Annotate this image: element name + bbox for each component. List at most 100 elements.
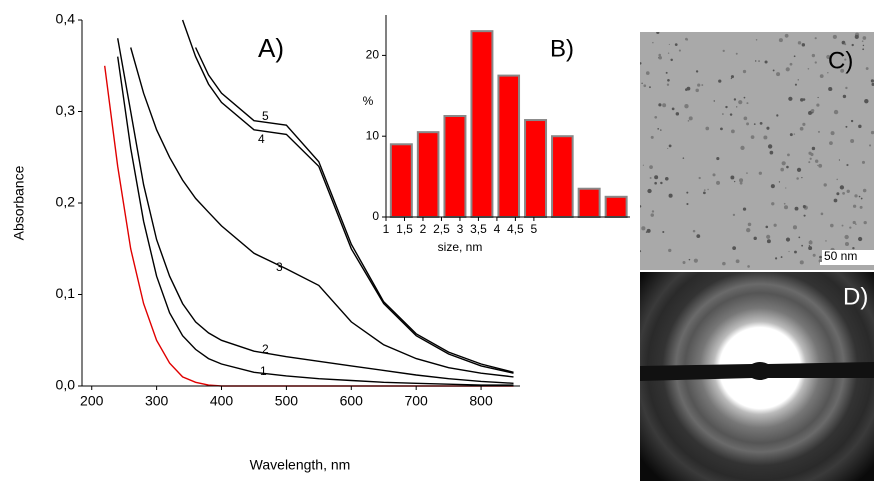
particle bbox=[838, 159, 841, 161]
particle bbox=[794, 83, 797, 86]
y-axis-label: Absorbance bbox=[11, 165, 27, 240]
particle bbox=[802, 98, 806, 101]
x-tick-label: 700 bbox=[404, 393, 428, 409]
particle bbox=[852, 220, 856, 225]
particle bbox=[640, 62, 642, 65]
particle bbox=[797, 79, 799, 81]
particle bbox=[658, 103, 662, 107]
particle bbox=[814, 159, 819, 163]
particle bbox=[662, 103, 667, 108]
particle bbox=[763, 135, 768, 140]
particle bbox=[682, 157, 685, 159]
particle bbox=[733, 180, 736, 183]
y-tick-label: 0,2 bbox=[56, 194, 76, 210]
particle bbox=[685, 88, 688, 91]
particle bbox=[716, 180, 721, 185]
particle bbox=[660, 129, 662, 131]
particle bbox=[654, 115, 658, 119]
particle bbox=[858, 236, 863, 242]
particle bbox=[797, 41, 802, 45]
x-tick-label: 2 bbox=[420, 222, 427, 236]
y-axis-label: % bbox=[363, 94, 374, 108]
particle bbox=[770, 184, 775, 189]
particle bbox=[826, 54, 831, 59]
particle bbox=[649, 165, 653, 169]
particle bbox=[664, 176, 669, 181]
particle bbox=[746, 172, 748, 174]
x-tick-label: 3 bbox=[457, 222, 464, 236]
particle bbox=[818, 259, 823, 263]
particle bbox=[735, 52, 738, 55]
particle bbox=[641, 82, 643, 85]
y-tick-label: 10 bbox=[366, 128, 380, 142]
particle bbox=[766, 234, 771, 239]
particle bbox=[746, 227, 751, 233]
particle bbox=[738, 100, 743, 105]
particle bbox=[802, 122, 806, 126]
particle bbox=[788, 250, 790, 253]
particle bbox=[845, 86, 848, 90]
y-tick-label: 0,0 bbox=[56, 377, 76, 393]
series-label: 3 bbox=[276, 260, 283, 274]
bar bbox=[604, 195, 628, 219]
particle bbox=[667, 52, 670, 54]
particle bbox=[816, 103, 820, 107]
particle bbox=[798, 236, 801, 239]
series-label: 2 bbox=[262, 342, 269, 356]
particle bbox=[865, 67, 869, 70]
particle bbox=[839, 185, 845, 190]
particle bbox=[720, 127, 723, 131]
particle bbox=[641, 226, 646, 231]
particle bbox=[686, 191, 689, 194]
particle bbox=[859, 205, 863, 209]
particle bbox=[818, 163, 823, 168]
particle bbox=[668, 144, 672, 148]
particle bbox=[687, 120, 690, 122]
particle bbox=[754, 60, 757, 62]
particle bbox=[808, 246, 813, 251]
particle bbox=[732, 246, 737, 251]
particle bbox=[767, 144, 773, 149]
particle bbox=[832, 34, 837, 39]
particle bbox=[820, 212, 824, 216]
particle bbox=[650, 135, 654, 139]
particle bbox=[819, 74, 824, 79]
particle bbox=[862, 48, 865, 51]
particle bbox=[858, 124, 862, 129]
particle bbox=[860, 197, 863, 200]
particle bbox=[654, 175, 659, 180]
particle bbox=[739, 178, 744, 183]
particle bbox=[642, 164, 644, 166]
particle bbox=[649, 176, 652, 179]
particle bbox=[722, 261, 726, 266]
particle bbox=[643, 84, 647, 88]
particle bbox=[842, 94, 847, 99]
line bbox=[130, 47, 514, 378]
particle bbox=[840, 68, 845, 73]
particle bbox=[703, 189, 706, 191]
y-tick-label: 0 bbox=[372, 209, 379, 223]
particle bbox=[746, 122, 750, 126]
particle bbox=[808, 110, 812, 115]
particle bbox=[743, 116, 748, 121]
particle bbox=[773, 223, 777, 227]
particle bbox=[783, 205, 789, 210]
particle bbox=[695, 88, 699, 93]
particle bbox=[645, 71, 650, 75]
particle bbox=[753, 123, 756, 125]
particle bbox=[863, 220, 867, 225]
particle bbox=[827, 72, 829, 74]
particle bbox=[730, 175, 735, 180]
particle bbox=[794, 250, 797, 254]
particle bbox=[825, 240, 827, 242]
x-tick-label: 2,5 bbox=[433, 222, 450, 236]
series-label: 1 bbox=[260, 364, 267, 378]
x-axis-label: size, nm bbox=[438, 240, 483, 254]
particle bbox=[766, 239, 771, 244]
beam-stop bbox=[640, 362, 874, 381]
particle bbox=[808, 161, 811, 164]
particle bbox=[858, 195, 861, 198]
particle bbox=[862, 44, 865, 47]
particle bbox=[759, 121, 763, 125]
